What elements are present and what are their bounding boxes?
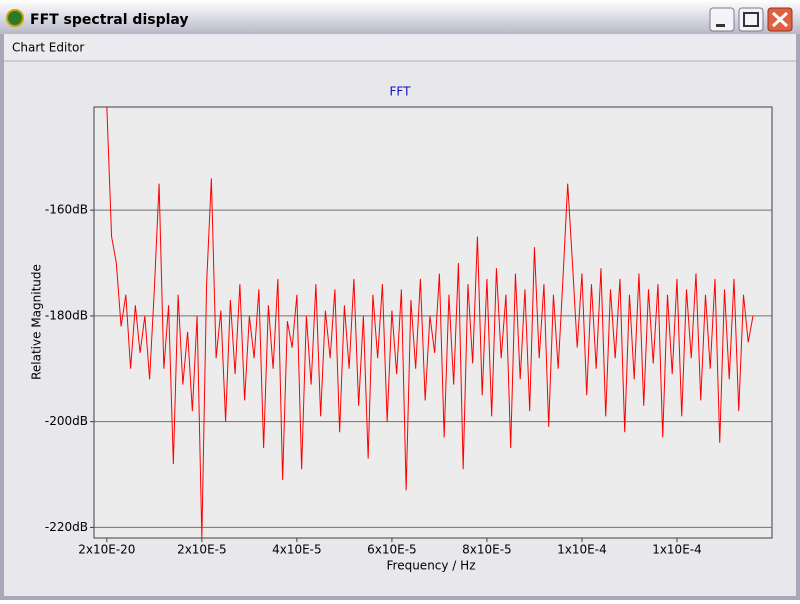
x-tick-label: 8x10E-5 xyxy=(462,543,512,557)
spectrum-line xyxy=(106,106,754,539)
x-tick-label: 1x10E-4 xyxy=(652,543,702,557)
y-tick-label: -220dB xyxy=(45,520,88,534)
menu-bar xyxy=(4,36,796,60)
x-tick-label: 1x10E-4 xyxy=(557,543,607,557)
window-title: FFT spectral display xyxy=(30,12,189,28)
x-tick-label: 6x10E-5 xyxy=(367,543,417,557)
chart-title: FFT xyxy=(390,85,412,99)
x-tick-label: 2x10E-20 xyxy=(78,543,135,557)
menu-item[interactable]: Chart Editor xyxy=(12,41,84,55)
x-tick-label: 2x10E-5 xyxy=(177,543,227,557)
y-tick-label: -160dB xyxy=(45,203,88,217)
app-icon xyxy=(6,9,24,27)
maximize-icon xyxy=(743,12,759,27)
title-bar xyxy=(0,0,800,34)
x-tick-label: 4x10E-5 xyxy=(272,543,322,557)
y-tick-label: -200dB xyxy=(45,414,88,428)
y-axis-label: Relative Magnitude xyxy=(30,264,44,380)
plot-area xyxy=(93,106,773,539)
minimize-button[interactable] xyxy=(709,7,735,32)
y-tick-label: -180dB xyxy=(45,308,88,322)
x-axis-label: Frequency / Hz xyxy=(387,559,476,573)
maximize-button[interactable] xyxy=(738,7,764,32)
minimize-icon xyxy=(716,24,725,27)
close-icon xyxy=(771,11,789,28)
